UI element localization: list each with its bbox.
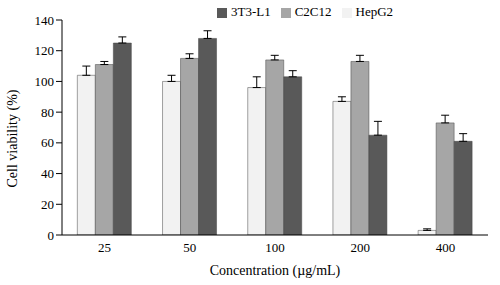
svg-text:Cell viability (%): Cell viability (%) bbox=[8, 89, 21, 187]
svg-text:20: 20 bbox=[41, 197, 54, 212]
svg-text:40: 40 bbox=[41, 166, 54, 181]
svg-text:200: 200 bbox=[350, 240, 370, 255]
html-text:C2C12: C2C12 bbox=[294, 4, 332, 19]
svg-text:100: 100 bbox=[35, 74, 55, 89]
svg-text:Concentration (µg/mL): Concentration (µg/mL) bbox=[210, 263, 341, 279]
svg-text:25: 25 bbox=[98, 240, 111, 255]
html-text:3T3-L1: 3T3-L1 bbox=[230, 4, 271, 19]
svg-text:120: 120 bbox=[35, 43, 55, 58]
svg-text:100: 100 bbox=[265, 240, 285, 255]
svg-text:80: 80 bbox=[41, 105, 54, 120]
html-text:HepG2: HepG2 bbox=[355, 4, 393, 19]
svg-text:50: 50 bbox=[183, 240, 196, 255]
svg-text:140: 140 bbox=[35, 13, 55, 28]
svg-text:0: 0 bbox=[48, 228, 55, 243]
svg-text:60: 60 bbox=[41, 135, 54, 150]
svg-text:400: 400 bbox=[436, 240, 456, 255]
